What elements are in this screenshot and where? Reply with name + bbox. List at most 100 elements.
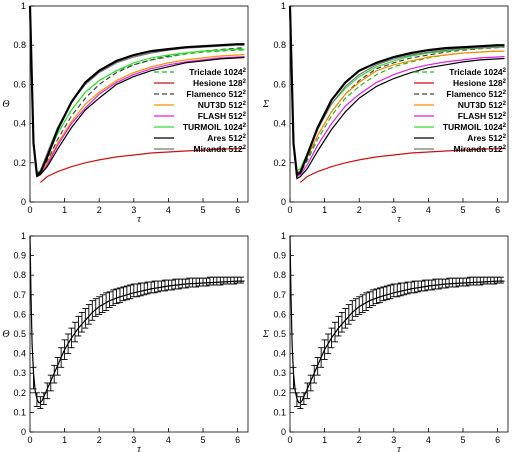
legend-label: NUT3D 5122 (198, 100, 247, 110)
y-tick-label: 0.9 (273, 251, 286, 261)
x-tick-label: 0 (287, 435, 292, 445)
y-tick-label: 0.8 (273, 270, 286, 280)
series-line (289, 235, 505, 404)
y-tick-label: 0.5 (273, 329, 286, 339)
x-tick-label: 1 (62, 435, 67, 445)
y-tick-label: 0.8 (13, 270, 26, 280)
y-tick-label: 0.3 (273, 368, 286, 378)
x-tick-label: 3 (131, 435, 136, 445)
chart-top-right: 0 0.2 0.4 0.6 0.8 1 0 1 2 3 4 5 6 τ Σ Triclade 10242Hes… (262, 1, 509, 225)
series-line (29, 5, 245, 178)
x-axis-label: τ (397, 214, 401, 225)
legend-label: Triclade 10242 (449, 67, 506, 77)
x-tick-label: 1 (62, 205, 67, 215)
x-axis-label: τ (137, 444, 141, 452)
x-tick-label: 5 (461, 435, 466, 445)
x-tick-label: 2 (357, 435, 362, 445)
x-tick-label: 1 (322, 205, 327, 215)
plot-frame (29, 5, 249, 203)
y-tick-label: 0.8 (273, 40, 286, 50)
y-tick-label: 1 (281, 231, 286, 241)
x-tick-label: 4 (166, 435, 171, 445)
x-tick-label: 0 (27, 205, 32, 215)
y-axis-label: Θ (2, 329, 9, 340)
y-tick-label: 0.7 (13, 290, 26, 300)
chart-bottom-right: 0 0.1 0.2 0.3 0.4 0.5 0.6 0.7 0.8 0.9 1 0 1 2 3 4 5 6 τ Σ (262, 231, 509, 452)
y-tick-label: 0 (21, 197, 26, 207)
y-tick-label: 1 (281, 1, 286, 11)
x-tick-label: 6 (495, 205, 500, 215)
x-tick-label: 3 (391, 205, 396, 215)
y-tick-label: 0.2 (273, 388, 286, 398)
legend-label: Miranda 5122 (454, 144, 507, 154)
series-line (289, 5, 505, 178)
y-tick-label: 0.7 (273, 290, 286, 300)
legend-label: TURMOIL 10242 (443, 122, 507, 132)
y-tick-label: 0.3 (13, 368, 26, 378)
y-tick-label: 0 (21, 427, 26, 437)
x-tick-label: 6 (495, 435, 500, 445)
y-tick-label: 1 (21, 231, 26, 241)
y-axis-label: Σ (262, 329, 269, 340)
series-line (28, 5, 245, 177)
x-axis-label: τ (397, 444, 401, 452)
x-tick-label: 0 (27, 435, 32, 445)
x-tick-label: 1 (322, 435, 327, 445)
x-tick-label: 0 (287, 205, 292, 215)
x-tick-label: 4 (426, 205, 431, 215)
y-axis-label: Θ (2, 99, 9, 110)
legend-label: Triclade 10242 (189, 67, 246, 77)
x-tick-label: 2 (97, 435, 102, 445)
y-tick-label: 0.1 (13, 407, 26, 417)
y-tick-label: 0.2 (273, 158, 286, 168)
y-tick-label: 0.1 (273, 407, 286, 417)
legend-label: Hesione 1282 (193, 78, 247, 88)
y-tick-label: 0.4 (273, 119, 286, 129)
legend-label: FLASH 5122 (458, 111, 507, 121)
x-tick-label: 2 (97, 205, 102, 215)
series-line (29, 235, 245, 404)
legend-label: NUT3D 5122 (458, 100, 507, 110)
legend-label: Ares 5122 (467, 133, 506, 143)
x-tick-label: 6 (235, 205, 240, 215)
y-tick-label: 0 (281, 427, 286, 437)
y-tick-label: 0.4 (273, 349, 286, 359)
y-tick-label: 0.2 (13, 388, 26, 398)
y-tick-label: 0.6 (13, 309, 26, 319)
x-tick-label: 3 (391, 435, 396, 445)
x-axis-label: τ (137, 214, 141, 225)
plot-frame (289, 235, 509, 433)
x-tick-label: 4 (426, 435, 431, 445)
chart-top-left: 0 0.2 0.4 0.6 0.8 1 0 1 2 3 4 5 6 τ Θ Triclade 10242Hes… (2, 1, 249, 225)
y-tick-label: 0.9 (13, 251, 26, 261)
series-line (289, 5, 505, 180)
y-tick-label: 0 (281, 197, 286, 207)
series-line (40, 147, 245, 183)
legend-label: FLASH 5122 (198, 111, 247, 121)
x-tick-label: 4 (166, 205, 171, 215)
x-tick-label: 5 (461, 205, 466, 215)
x-tick-label: 5 (201, 205, 206, 215)
x-tick-label: 3 (131, 205, 136, 215)
y-tick-label: 0.6 (273, 309, 286, 319)
y-tick-label: 0.4 (13, 349, 26, 359)
x-tick-label: 2 (357, 205, 362, 215)
y-tick-label: 0.6 (13, 79, 26, 89)
legend-label: Ares 5122 (207, 133, 246, 143)
series-line (300, 147, 505, 183)
x-tick-label: 5 (201, 435, 206, 445)
y-tick-label: 0.8 (13, 40, 26, 50)
y-axis-label: Σ (262, 99, 269, 110)
x-tick-label: 6 (235, 435, 240, 445)
legend-label: Hesione 1282 (453, 78, 507, 88)
plot-frame (29, 235, 249, 433)
legend-label: Miranda 5122 (194, 144, 247, 154)
y-tick-label: 0.6 (273, 79, 286, 89)
series-line (288, 5, 505, 177)
legend-label: TURMOIL 10242 (183, 122, 247, 132)
y-tick-label: 0.4 (13, 119, 26, 129)
y-tick-label: 1 (21, 1, 26, 11)
